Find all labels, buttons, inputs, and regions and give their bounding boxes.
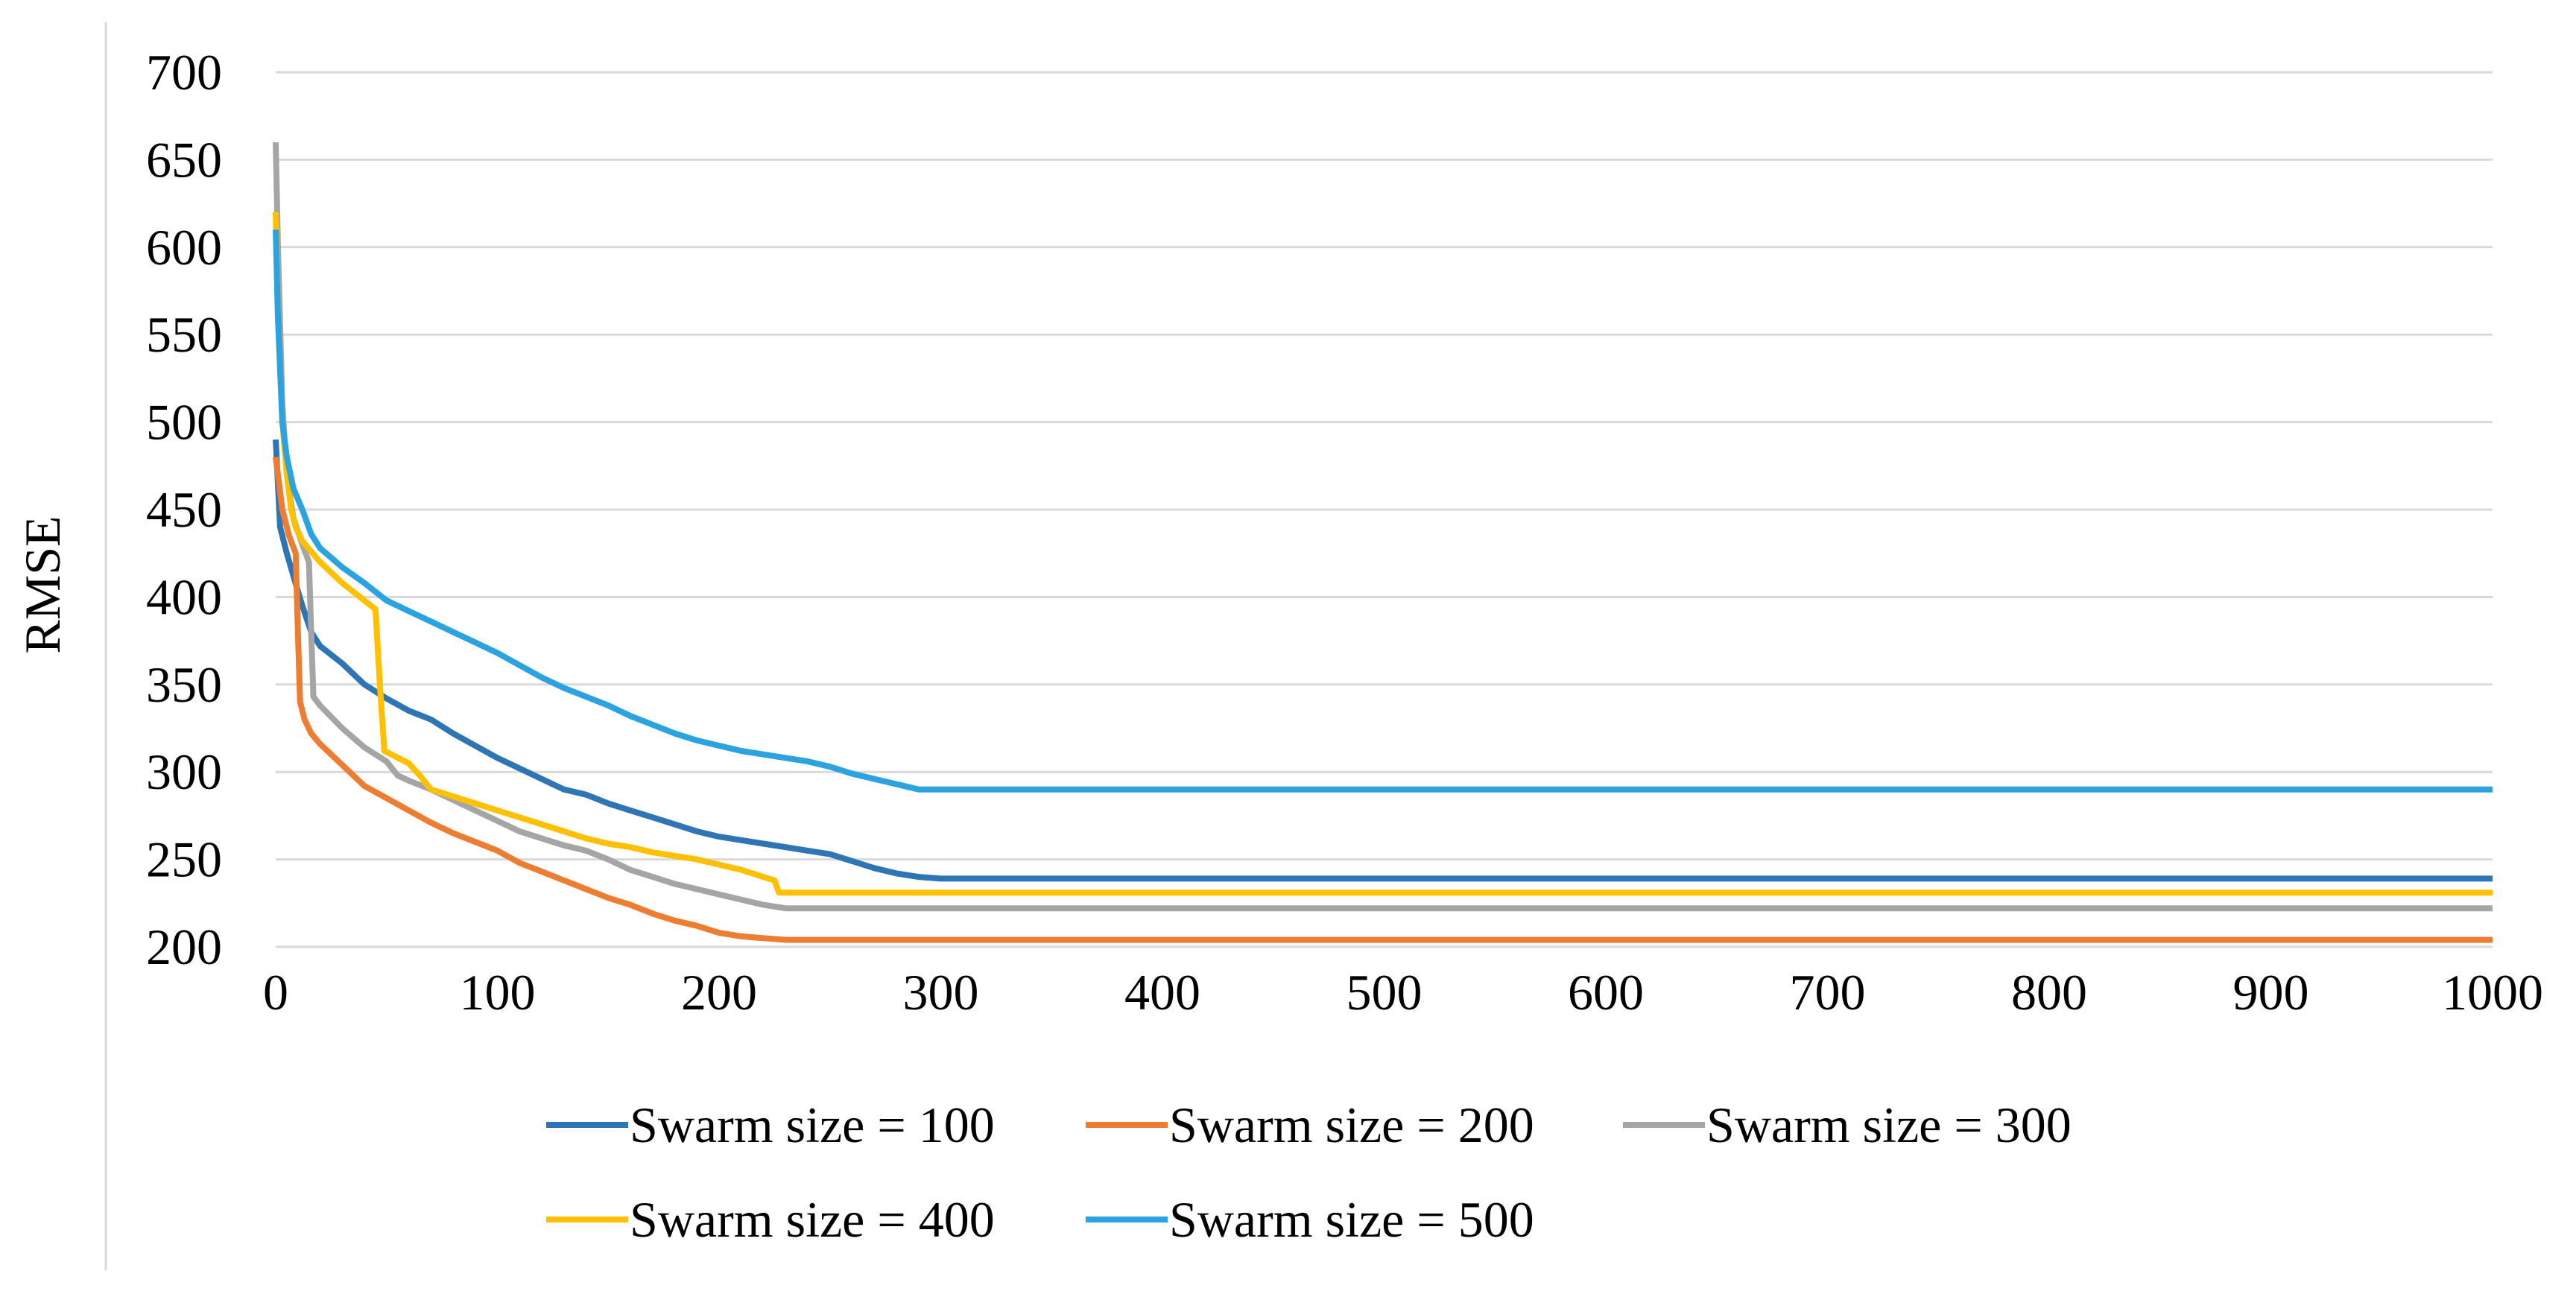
x-tick-label-300: 300: [903, 964, 979, 1021]
series-line-5: [273, 229, 2493, 793]
y-tick-label-200: 200: [146, 919, 222, 975]
y-axis-title: RMSE: [14, 516, 71, 653]
y-tick-label-550: 550: [146, 306, 222, 363]
y-tick-label-250: 250: [146, 831, 222, 888]
y-tick-label-400: 400: [146, 568, 222, 625]
legend-item-4: Swarm size = 400: [546, 1191, 995, 1248]
legend-item-1: Swarm size = 100: [546, 1097, 995, 1153]
x-tick-label-600: 600: [1568, 964, 1644, 1021]
series-line-4: [273, 212, 2493, 896]
legend-label: Swarm size = 400: [630, 1191, 995, 1248]
y-tick-label-500: 500: [146, 394, 222, 451]
series-line-2: [273, 457, 2493, 943]
y-tick-label-600: 600: [146, 219, 222, 276]
x-axis-tick-labels: 0 100 200 300 400 500 600 700 800 900 1000: [263, 964, 2543, 1021]
y-tick-label-450: 450: [146, 481, 222, 538]
x-tick-label-400: 400: [1124, 964, 1200, 1021]
y-tick-label-650: 650: [146, 131, 222, 188]
x-tick-label-1000: 1000: [2442, 964, 2543, 1021]
legend-label: Swarm size = 200: [1169, 1097, 1534, 1153]
y-tick-label-700: 700: [146, 44, 222, 101]
legend-label: Swarm size = 300: [1706, 1097, 2072, 1153]
legend-label: Swarm size = 500: [1169, 1191, 1534, 1248]
y-tick-label-300: 300: [146, 743, 222, 800]
y-axis-tick-labels: 200 250 300 350 400 450 500 550 600 650 700: [146, 44, 222, 975]
series-line-1: [273, 439, 2493, 882]
legend-item-2: Swarm size = 200: [1086, 1097, 1534, 1153]
legend-item-5: Swarm size = 500: [1086, 1191, 1534, 1248]
legend-item-3: Swarm size = 300: [1623, 1097, 2072, 1153]
gridlines: [276, 71, 2493, 948]
x-tick-label-500: 500: [1346, 964, 1423, 1021]
series-line-3: [273, 142, 2493, 912]
x-tick-label-100: 100: [460, 964, 536, 1021]
x-tick-label-0: 0: [263, 964, 288, 1021]
x-tick-label-200: 200: [681, 964, 757, 1021]
x-tick-label-900: 900: [2233, 964, 2309, 1021]
x-tick-label-800: 800: [2011, 964, 2087, 1021]
legend: Swarm size = 100 Swarm size = 200 Swarm si…: [546, 1097, 2072, 1248]
legend-label: Swarm size = 100: [630, 1097, 995, 1153]
series-lines: [273, 142, 2493, 943]
y-tick-label-350: 350: [146, 656, 222, 713]
x-tick-label-700: 700: [1790, 964, 1866, 1021]
